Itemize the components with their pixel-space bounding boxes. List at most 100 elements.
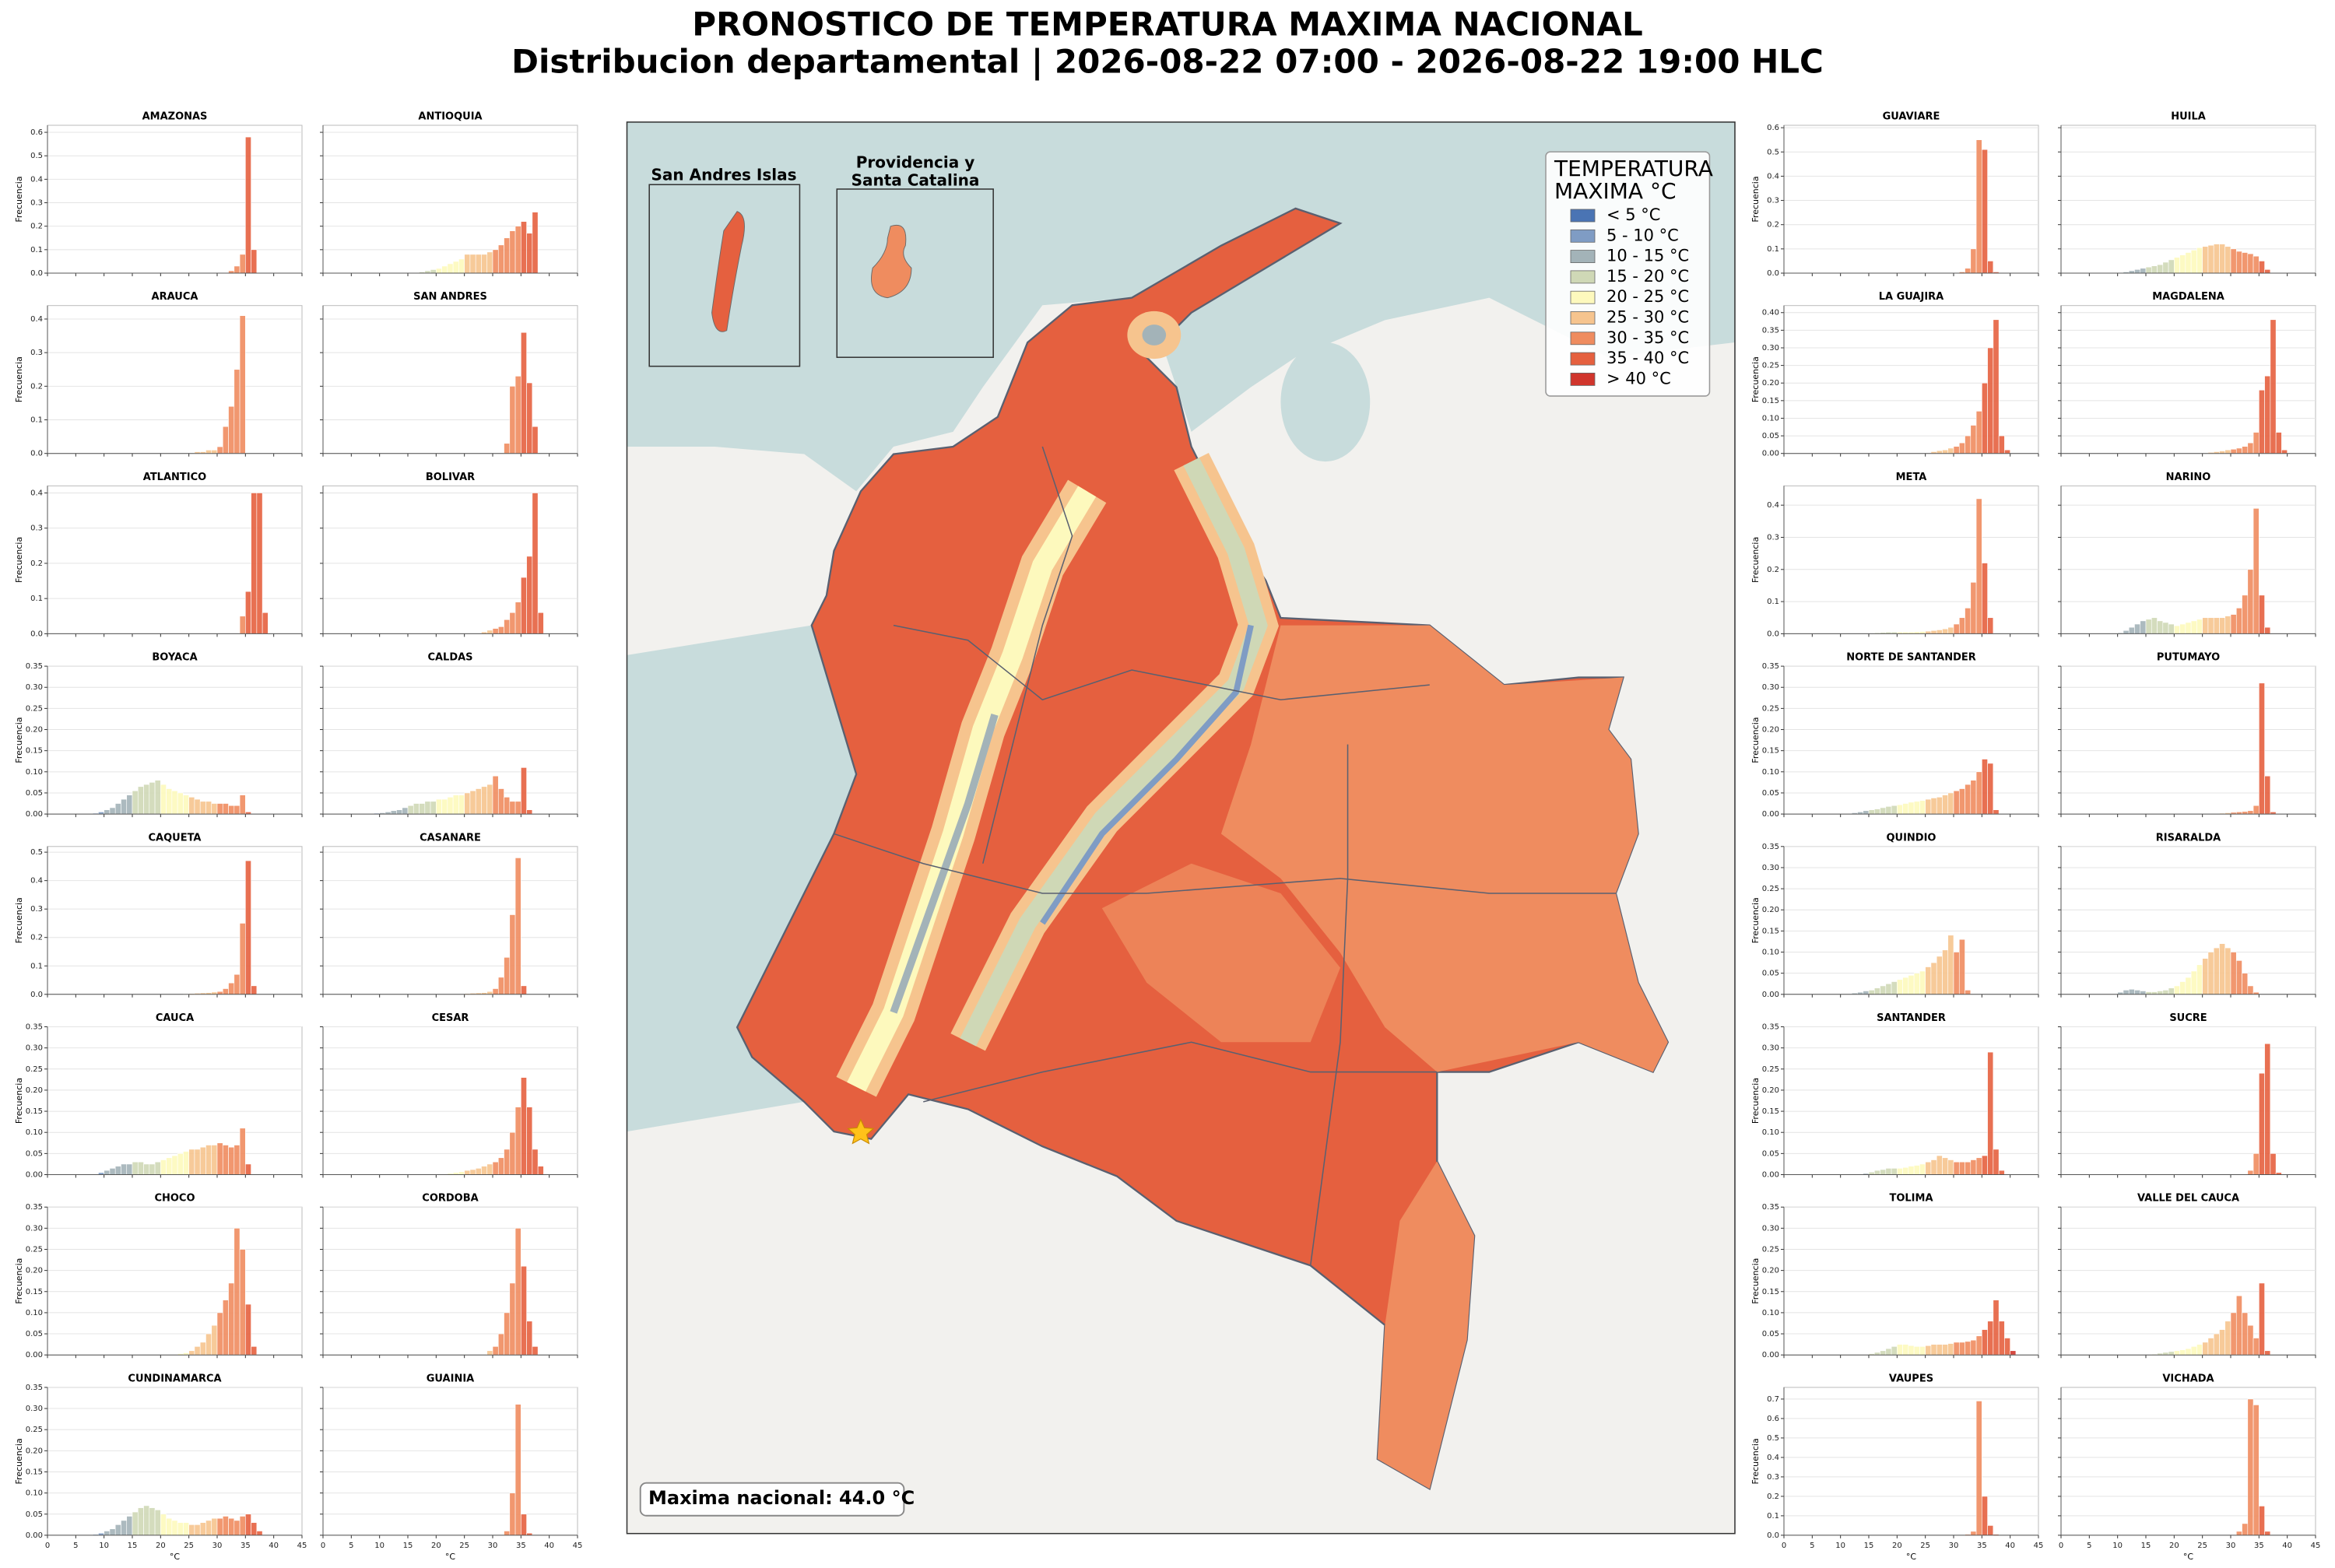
legend-swatch xyxy=(1570,250,1596,264)
bar xyxy=(1897,979,1903,995)
bar xyxy=(2247,1398,2254,1536)
bar xyxy=(402,807,409,815)
bar xyxy=(262,612,269,634)
bar xyxy=(2213,244,2220,274)
bar xyxy=(2190,1346,2197,1356)
bar xyxy=(2259,1072,2265,1175)
bar xyxy=(1982,1155,1988,1175)
y-tick-label: 0.30 xyxy=(1762,864,1779,872)
y-tick-label: 0.6 xyxy=(1767,1415,1779,1423)
bar xyxy=(1936,630,1943,634)
bar xyxy=(521,221,527,274)
chart-title: GUAINIA xyxy=(427,1373,475,1384)
bar xyxy=(2242,446,2249,454)
x-tick-label: 10 xyxy=(1835,1542,1845,1550)
bar xyxy=(1998,1321,2005,1356)
legend-label: 5 - 10 °C xyxy=(1606,226,1679,244)
bar xyxy=(1970,248,1977,274)
bar xyxy=(2213,947,2220,995)
axes-frame xyxy=(1783,1026,2039,1175)
bar xyxy=(497,1333,504,1356)
bar xyxy=(2230,952,2237,995)
bar xyxy=(2196,1344,2203,1356)
bar xyxy=(2247,810,2254,815)
y-tick-label: 0.05 xyxy=(26,1510,43,1519)
bar xyxy=(2252,1405,2260,1536)
bar xyxy=(126,1163,133,1175)
bar xyxy=(1897,1344,1903,1356)
bar xyxy=(441,798,448,815)
bar xyxy=(1868,990,1875,995)
y-tick-label: 0.6 xyxy=(30,128,43,137)
y-tick-label: 0.3 xyxy=(1767,197,1779,205)
bar xyxy=(1936,450,1943,454)
y-tick-label: 0.15 xyxy=(26,1288,43,1296)
bar xyxy=(2185,252,2192,274)
bar xyxy=(514,602,521,634)
legend-swatch xyxy=(1570,229,1596,243)
bar xyxy=(1863,991,1870,995)
bar xyxy=(2264,626,2271,634)
axes-frame xyxy=(1783,305,2039,454)
bar xyxy=(1930,1159,1937,1175)
axes-frame xyxy=(322,665,578,815)
y-tick-label: 0.05 xyxy=(1762,970,1779,978)
y-tick-label: 0.10 xyxy=(1762,1128,1779,1137)
x-tick-label: 5 xyxy=(1810,1542,1814,1550)
bar xyxy=(199,1146,206,1175)
bar xyxy=(2168,623,2175,634)
bar xyxy=(430,801,437,815)
legend-swatch xyxy=(1570,352,1596,366)
y-tick-label: 0.00 xyxy=(26,1171,43,1180)
bar xyxy=(1998,435,2005,454)
x-tick-label: 40 xyxy=(2005,1542,2015,1550)
x-tick-label: 45 xyxy=(573,1542,583,1550)
bar xyxy=(2259,595,2265,634)
bar xyxy=(256,493,263,634)
bar xyxy=(234,1228,241,1356)
bar xyxy=(2174,257,2180,274)
y-tick-label: 0.05 xyxy=(1762,1330,1779,1338)
bar xyxy=(2264,1043,2271,1175)
x-tick-label: 10 xyxy=(99,1542,109,1550)
y-axis-label: Frecuencia xyxy=(14,1258,24,1304)
y-tick-label: 0.15 xyxy=(1762,1107,1779,1116)
bar xyxy=(2224,246,2231,274)
bar xyxy=(137,1161,144,1175)
y-tick-label: 0.0 xyxy=(1767,630,1779,638)
bar xyxy=(251,1346,258,1356)
x-tick-label: 40 xyxy=(544,1542,554,1550)
bar xyxy=(2224,947,2231,995)
bar xyxy=(222,426,229,454)
bar xyxy=(2202,1342,2209,1356)
bar xyxy=(1925,1161,1932,1175)
bar xyxy=(188,1350,195,1356)
bar xyxy=(1958,442,1965,454)
y-tick-label: 0.0 xyxy=(30,991,43,999)
bar xyxy=(1965,435,1972,454)
bar xyxy=(1891,1168,1898,1175)
bar xyxy=(492,249,499,274)
bar xyxy=(521,331,527,454)
bar xyxy=(2224,1321,2231,1356)
y-tick-label: 0.00 xyxy=(26,810,43,819)
bar xyxy=(509,612,516,634)
chart-title: HUILA xyxy=(2171,111,2206,123)
bar xyxy=(424,801,431,815)
x-tick-label: 40 xyxy=(2282,1542,2292,1550)
bar xyxy=(211,1517,218,1536)
bar xyxy=(537,1166,544,1175)
x-tick-label: 10 xyxy=(2112,1542,2123,1550)
bar xyxy=(497,977,504,995)
y-tick-label: 0.2 xyxy=(1767,566,1779,574)
bar xyxy=(1970,1159,1977,1175)
bar xyxy=(481,254,488,274)
bar xyxy=(114,803,121,815)
bar xyxy=(2134,990,2141,995)
bar xyxy=(2247,253,2254,274)
y-tick-label: 0.25 xyxy=(1762,704,1779,713)
bar xyxy=(458,795,465,815)
bar xyxy=(132,1511,139,1536)
bar xyxy=(447,797,454,815)
y-tick-label: 0.3 xyxy=(1767,533,1779,542)
